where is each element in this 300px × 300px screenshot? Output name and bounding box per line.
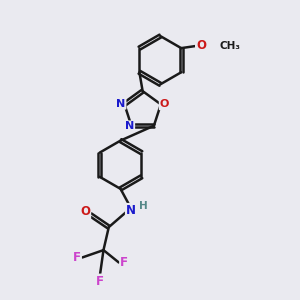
Text: N: N xyxy=(126,204,136,217)
Text: O: O xyxy=(160,99,169,109)
Text: F: F xyxy=(96,274,104,287)
Text: F: F xyxy=(120,256,128,269)
Text: N: N xyxy=(116,99,125,109)
Text: CH₃: CH₃ xyxy=(220,41,241,51)
Text: F: F xyxy=(73,251,81,264)
Text: O: O xyxy=(80,205,90,218)
Text: H: H xyxy=(139,201,148,211)
Text: N: N xyxy=(125,121,134,131)
Text: O: O xyxy=(196,39,206,52)
